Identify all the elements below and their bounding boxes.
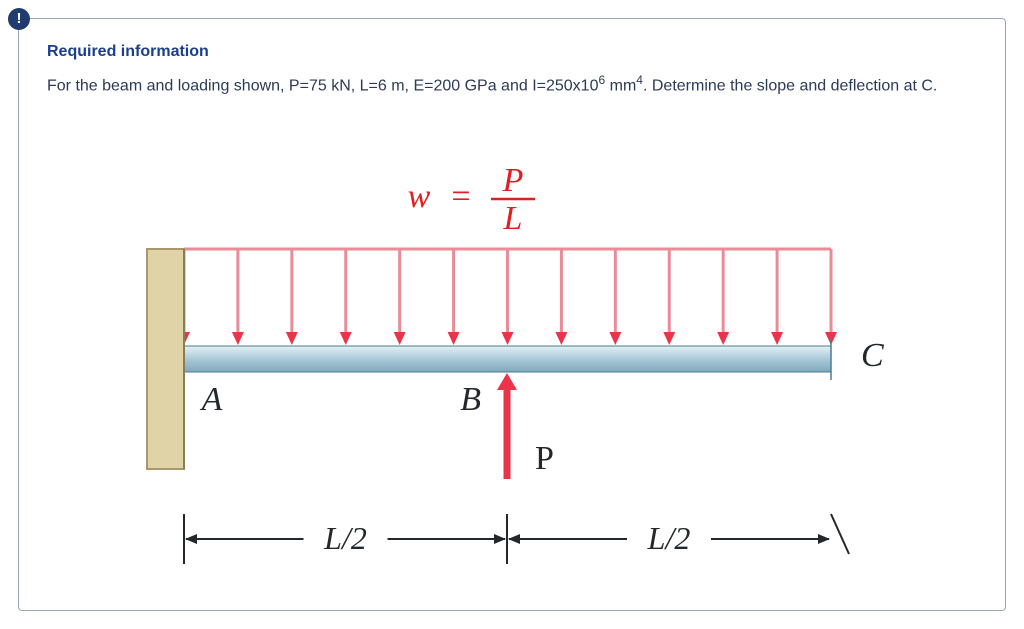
question-panel: Required information For the beam and lo…	[18, 18, 1006, 611]
required-info-header: Required information	[47, 43, 977, 61]
label-C: C	[861, 337, 884, 374]
label-A: A	[200, 381, 223, 418]
alert-icon: !	[8, 8, 30, 30]
beam-diagram: L/2L/2ABCPw=PL	[79, 149, 929, 589]
prompt-suffix: . Determine the slope and deflection at …	[643, 77, 937, 94]
formula-P: P	[502, 162, 524, 199]
page-container: ! Required information For the beam and …	[0, 0, 1024, 629]
prompt-mid: mm	[605, 77, 636, 94]
prompt-exp2: 4	[636, 73, 643, 87]
label-B: B	[460, 381, 481, 418]
dim-lhalf-2: L/2	[647, 520, 691, 556]
formula-eq: =	[451, 178, 470, 215]
prompt-prefix: For the beam and loading shown, P=75 kN,…	[47, 77, 598, 94]
label-P: P	[535, 440, 554, 477]
formula-L: L	[503, 200, 523, 237]
question-text: For the beam and loading shown, P=75 kN,…	[47, 71, 977, 98]
dim-lhalf-1: L/2	[323, 520, 367, 556]
formula-w: w	[408, 178, 431, 215]
